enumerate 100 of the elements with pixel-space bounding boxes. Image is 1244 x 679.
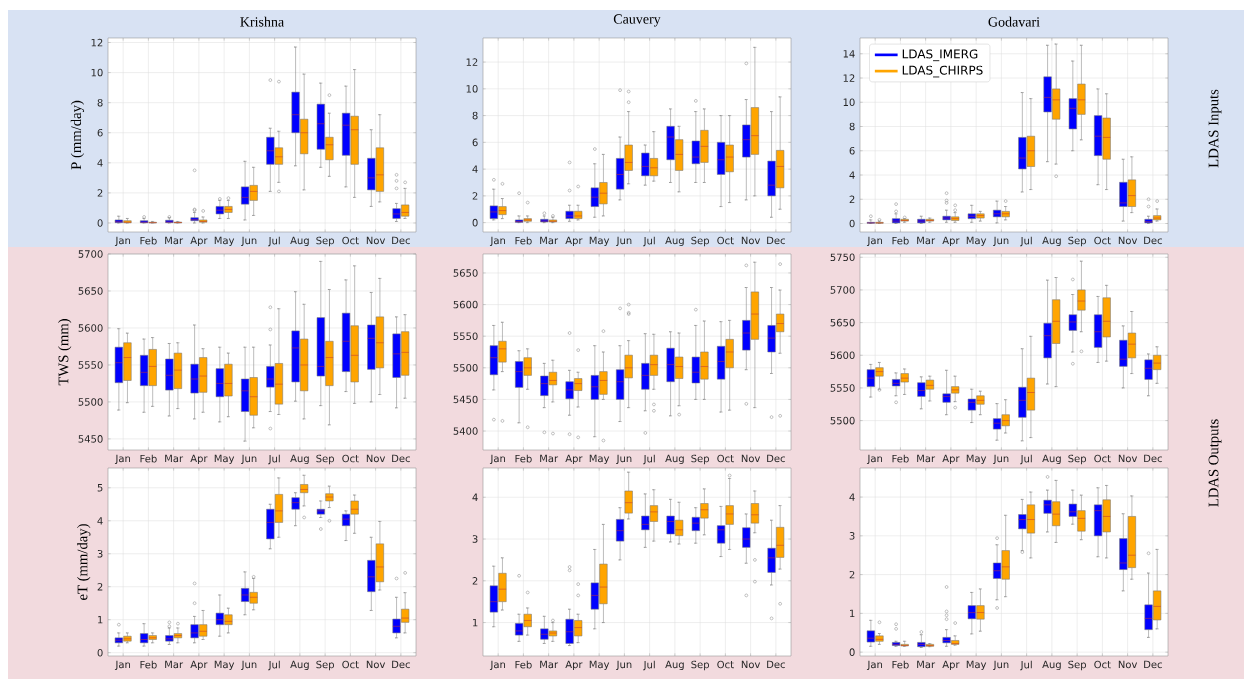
x-tick-label: Aug bbox=[1042, 660, 1061, 671]
x-tick-label: Apr bbox=[565, 236, 583, 247]
legend-label: LDAS_CHIRPS bbox=[902, 65, 983, 78]
x-tick-label: Nov bbox=[1118, 236, 1138, 245]
x-tick-label: Jul bbox=[643, 660, 655, 671]
x-tick-label: Sep bbox=[1068, 660, 1086, 671]
y-tick-label: 5500 bbox=[453, 364, 478, 372]
x-tick-label: Jan bbox=[866, 236, 883, 246]
y-tick-label: 3 bbox=[849, 532, 855, 540]
x-tick-label: Apr bbox=[190, 454, 208, 465]
x-tick-label: Dec bbox=[1144, 236, 1162, 245]
y-tick-label: 2 bbox=[849, 570, 855, 579]
y-tick-label: 12 bbox=[91, 38, 103, 47]
x-tick-label: Nov bbox=[741, 660, 761, 669]
y-tick-label: 4 bbox=[97, 159, 103, 167]
y-tick-label: 5650 bbox=[830, 318, 855, 327]
x-tick-label: Feb bbox=[515, 454, 532, 463]
x-tick-label: Oct bbox=[1094, 454, 1111, 463]
y-tick-label: 8 bbox=[849, 122, 855, 131]
y-tick-label: 5700 bbox=[830, 286, 855, 294]
x-tick-label: Apr bbox=[565, 454, 583, 465]
y-tick-label: 5 bbox=[97, 484, 103, 492]
x-tick-label: May bbox=[214, 660, 235, 671]
y-tick-label: 12 bbox=[843, 74, 855, 82]
x-tick-label: Jan bbox=[489, 660, 506, 670]
x-tick-label: Mar bbox=[165, 236, 184, 245]
y-tick-label: 2 bbox=[97, 189, 103, 197]
x-tick-label: Jul bbox=[1020, 454, 1032, 465]
x-tick-label: Dec bbox=[767, 236, 785, 245]
x-tick-label: Apr bbox=[942, 236, 960, 247]
x-tick-label: Sep bbox=[316, 236, 334, 247]
y-tick-label: 2 bbox=[849, 195, 855, 203]
x-tick-label: Oct bbox=[342, 454, 359, 463]
x-tick-label: Nov bbox=[366, 454, 386, 463]
x-tick-label: May bbox=[214, 236, 235, 247]
x-tick-label: Feb bbox=[140, 454, 157, 463]
x-tick-label: Oct bbox=[717, 236, 734, 245]
y-tick-label: 5600 bbox=[830, 351, 855, 360]
y-axis-title: eT (mm/day) bbox=[77, 524, 91, 600]
x-tick-label: Oct bbox=[717, 454, 734, 463]
x-tick-label: Jul bbox=[268, 454, 280, 465]
y-tick-label: 4 bbox=[97, 517, 103, 525]
x-tick-label: Nov bbox=[366, 660, 386, 669]
y-tick-label: 2 bbox=[97, 583, 103, 591]
x-tick-label: Mar bbox=[165, 660, 184, 669]
y-tick-label: 10 bbox=[91, 68, 103, 77]
legend-label: LDAS_IMERG bbox=[902, 49, 978, 62]
x-tick-label: Sep bbox=[1068, 454, 1086, 465]
x-tick-label: Dec bbox=[1144, 454, 1162, 463]
x-tick-label: Apr bbox=[565, 660, 583, 671]
y-tick-label: 5550 bbox=[78, 361, 103, 369]
x-tick-label: Feb bbox=[515, 236, 532, 245]
x-tick-label: Mar bbox=[917, 660, 936, 669]
x-tick-label: Oct bbox=[342, 236, 359, 245]
x-tick-label: Dec bbox=[767, 660, 785, 669]
x-tick-label: May bbox=[589, 454, 610, 465]
y-tick-label: 12 bbox=[466, 58, 478, 66]
x-tick-label: Dec bbox=[1144, 660, 1162, 669]
x-tick-label: Oct bbox=[1094, 660, 1111, 669]
x-tick-label: Jul bbox=[1020, 660, 1032, 671]
text: LDAS Outputs bbox=[1208, 419, 1222, 507]
y-tick-label: 0 bbox=[97, 219, 103, 227]
x-tick-label: Mar bbox=[540, 236, 559, 245]
x-tick-label: Sep bbox=[316, 660, 334, 671]
y-tick-label: 4 bbox=[849, 493, 855, 501]
x-tick-label: Mar bbox=[540, 660, 559, 669]
x-tick-label: Aug bbox=[665, 454, 684, 465]
y-tick-label: 14 bbox=[843, 50, 855, 58]
chart-title: Krishna bbox=[240, 16, 284, 27]
y-tick-label: 0 bbox=[97, 648, 103, 657]
y-tick-label: 5650 bbox=[78, 287, 103, 295]
y-tick-label: 5450 bbox=[78, 435, 103, 443]
x-tick-label: Jun bbox=[616, 236, 632, 246]
y-tick-label: 1 bbox=[98, 616, 103, 624]
y-tick-label: 10 bbox=[843, 98, 855, 107]
x-tick-label: Nov bbox=[741, 236, 761, 245]
y-tick-label: 10 bbox=[466, 85, 478, 93]
x-tick-label: Sep bbox=[691, 660, 709, 671]
x-tick-label: Nov bbox=[1118, 660, 1138, 669]
y-axis-title: P (mm/day) bbox=[70, 100, 85, 170]
x-tick-label: Mar bbox=[165, 454, 184, 463]
x-tick-label: Feb bbox=[892, 660, 909, 669]
x-tick-label: Aug bbox=[290, 660, 309, 671]
x-tick-label: Jul bbox=[268, 660, 280, 671]
y-tick-label: 6 bbox=[472, 138, 478, 147]
y-tick-label: 5550 bbox=[453, 332, 478, 340]
x-tick-label: Aug bbox=[1042, 454, 1061, 465]
x-tick-label: Apr bbox=[190, 660, 208, 671]
y-tick-label: 5550 bbox=[830, 384, 855, 392]
x-tick-label: Dec bbox=[392, 236, 410, 245]
y-tick-label: 0 bbox=[472, 218, 478, 227]
x-tick-label: Aug bbox=[665, 660, 684, 671]
y-tick-label: 4 bbox=[472, 493, 478, 501]
y-tick-label: 8 bbox=[97, 98, 103, 107]
x-tick-label: May bbox=[966, 236, 987, 247]
x-tick-label: May bbox=[966, 660, 987, 671]
x-tick-label: Jan bbox=[114, 454, 130, 465]
x-tick-label: Feb bbox=[515, 660, 532, 669]
x-tick-label: Sep bbox=[691, 236, 709, 247]
y-tick-label: 0 bbox=[849, 219, 855, 228]
